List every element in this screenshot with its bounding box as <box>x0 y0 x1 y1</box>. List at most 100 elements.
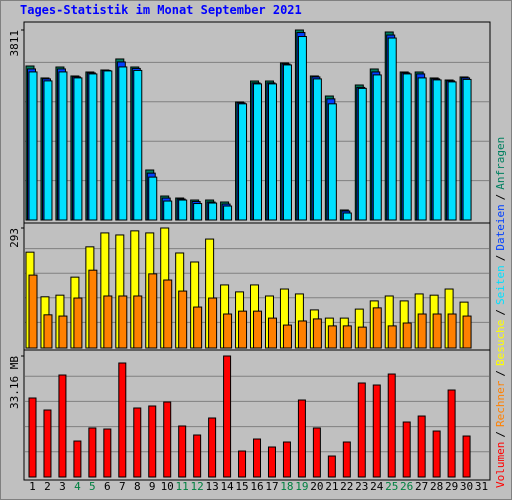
bar <box>238 310 248 349</box>
x-tick-label: 10 <box>161 480 174 493</box>
bar <box>387 373 396 478</box>
bar <box>193 306 203 349</box>
bar <box>297 399 306 478</box>
bar <box>178 425 187 478</box>
x-tick-label: 6 <box>104 480 111 493</box>
bar <box>357 382 366 478</box>
x-tick-label: 13 <box>205 480 218 493</box>
bar <box>372 74 382 221</box>
bar <box>73 77 83 221</box>
bar <box>267 83 277 221</box>
bar <box>88 427 97 478</box>
bar <box>402 73 412 221</box>
legend-entry: Volumen <box>494 442 507 488</box>
x-tick-label: 24 <box>370 480 384 493</box>
x-tick-label: 26 <box>400 480 413 493</box>
bar <box>133 407 142 478</box>
x-tick-label: 3 <box>59 480 66 493</box>
x-tick-label: 27 <box>415 480 428 493</box>
x-tick-label: 30 <box>460 480 473 493</box>
bar <box>432 79 442 221</box>
legend-entry: Rechner <box>494 380 507 427</box>
bar <box>43 314 53 349</box>
bar <box>133 69 143 221</box>
bar <box>58 71 68 221</box>
bar <box>133 295 143 349</box>
bar <box>462 435 471 478</box>
bar <box>417 77 427 221</box>
bar <box>327 455 336 478</box>
bar <box>43 80 53 221</box>
bar <box>223 355 232 478</box>
x-tick-label: 7 <box>119 480 126 493</box>
bar <box>342 325 352 349</box>
bar <box>103 295 113 349</box>
bar <box>357 87 367 221</box>
bar <box>402 322 412 349</box>
bar <box>387 325 397 349</box>
x-tick-label: 19 <box>295 480 308 493</box>
bar <box>267 446 276 478</box>
bar <box>327 325 337 349</box>
legend-separator: / <box>494 255 507 262</box>
bar <box>193 203 203 221</box>
x-tick-label: 17 <box>265 480 278 493</box>
bar <box>118 66 128 221</box>
bar <box>372 307 382 349</box>
bar <box>58 374 67 478</box>
chart-title: Tages-Statistik im Monat September 2021 <box>20 3 302 17</box>
bar <box>372 384 381 478</box>
bar <box>208 297 218 349</box>
bar <box>297 36 307 221</box>
y-tick-label: 33.16 MB <box>8 356 21 409</box>
bar <box>58 315 68 349</box>
bar <box>447 389 456 478</box>
bar <box>208 417 217 478</box>
bar <box>148 405 157 478</box>
bar <box>417 313 427 349</box>
bar <box>327 103 337 221</box>
bar <box>178 290 188 349</box>
bar <box>312 78 322 221</box>
legend-separator: / <box>494 370 507 377</box>
bar <box>297 320 307 349</box>
legend-separator: / <box>494 431 507 438</box>
bar <box>282 64 292 221</box>
bar <box>88 269 98 349</box>
x-tick-label: 11 <box>176 480 189 493</box>
bar <box>163 200 173 221</box>
bar <box>148 273 158 349</box>
bar <box>253 83 263 221</box>
bar <box>432 430 441 478</box>
x-tick-label: 5 <box>89 480 96 493</box>
legend-entry: Besuche <box>494 320 507 366</box>
x-tick-label: 4 <box>74 480 81 493</box>
bar <box>118 362 127 478</box>
bar <box>148 176 158 221</box>
x-tick-label: 20 <box>310 480 323 493</box>
bar <box>462 78 472 221</box>
bar <box>402 421 411 478</box>
x-tick-label: 1 <box>29 480 36 493</box>
x-tick-label: 15 <box>235 480 248 493</box>
bar <box>342 212 352 221</box>
bar <box>118 295 128 349</box>
bar <box>88 73 98 221</box>
bar <box>103 70 113 221</box>
bar <box>462 315 472 349</box>
x-tick-label: 18 <box>280 480 293 493</box>
bar <box>238 450 247 478</box>
legend-entry: Anfragen <box>494 137 507 190</box>
bar <box>447 81 457 221</box>
legend: Volumen / Rechner / Besuche / Seiten / Dateien / A… <box>494 137 507 488</box>
bar <box>73 297 83 349</box>
bar <box>342 441 351 478</box>
x-tick-label: 31 <box>475 480 488 493</box>
bar <box>28 397 37 478</box>
bar <box>238 103 248 221</box>
bar <box>223 205 233 221</box>
bar <box>103 428 112 478</box>
bar <box>312 318 322 349</box>
bar <box>387 37 397 221</box>
bar <box>447 313 457 349</box>
